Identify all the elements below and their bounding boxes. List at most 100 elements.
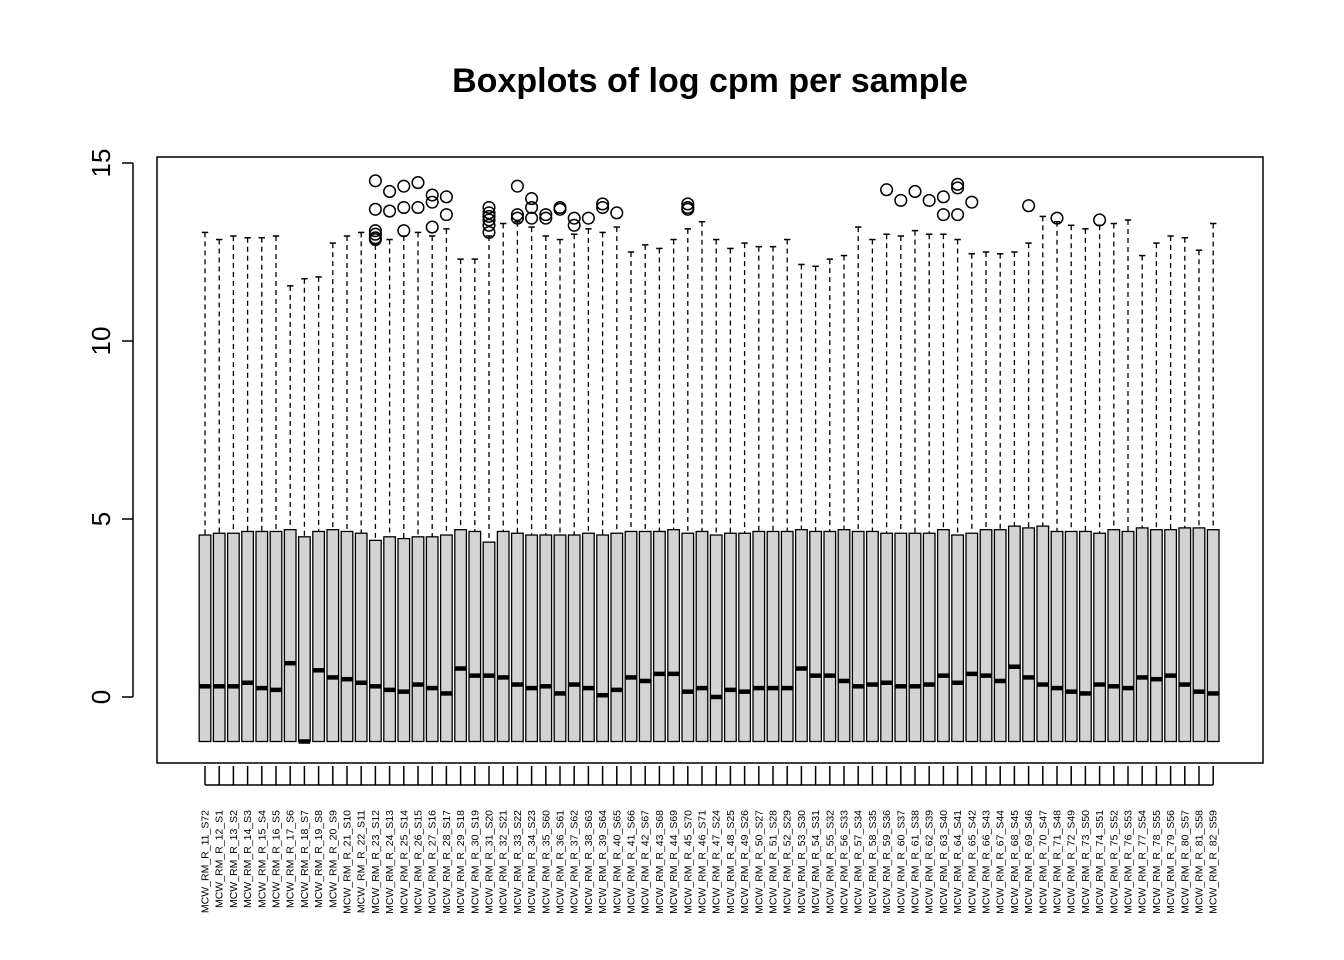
x-tick-label: MCW_RM_R_64_S41 [952,810,964,914]
sample-box-group [255,237,269,743]
sample-box-group [936,190,950,743]
outlier-point [368,224,382,238]
sample-box-group [354,231,368,743]
outlier-point [482,218,496,232]
x-tick-label: MCW_RM_R_11_S72 [200,810,212,913]
x-tick-label: MCW_RM_R_82_S59 [1208,810,1220,914]
iqr-box [1107,529,1121,743]
x-tick-label: MCW_RM_R_48_S25 [725,810,737,914]
x-tick-label: MCW_RM_R_31_S20 [484,810,496,914]
iqr-box [255,530,269,743]
x-tick-label: MCW_RM_R_52_S29 [782,810,794,914]
sample-box-group [482,200,496,743]
iqr-box [709,534,723,743]
iqr-box [965,532,979,743]
sample-box-group [766,245,780,743]
iqr-box [496,530,510,743]
sample-box-group [993,253,1007,743]
sample-box-group [709,238,723,743]
x-tick-label: MCW_RM_R_67_S44 [995,810,1007,914]
iqr-box [340,530,354,743]
iqr-box [809,530,823,743]
iqr-box [269,530,283,743]
x-tick-label: MCW_RM_R_15_S4 [256,810,268,908]
x-tick-label: MCW_RM_R_54_S31 [810,810,822,914]
iqr-box [624,530,638,743]
iqr-box [780,530,794,743]
x-tick-label: MCW_RM_R_39_S64 [597,810,609,914]
x-tick-label: MCW_RM_R_28_S17 [441,810,453,914]
sample-box-group [780,238,794,743]
iqr-box [1093,532,1107,743]
x-tick-label: MCW_RM_R_29_S18 [455,810,467,914]
x-tick-label: MCW_RM_R_17_S6 [285,810,297,908]
sample-box-group [297,277,311,744]
sample-box-group [1093,213,1107,743]
x-tick-label: MCW_RM_R_23_S12 [370,810,382,914]
iqr-box [283,529,297,743]
outlier-point [510,179,524,193]
iqr-box [397,537,411,743]
sample-box-group [1007,251,1021,743]
outlier-point [482,209,496,223]
x-tick-label: MCW_RM_R_13_S2 [228,810,240,908]
iqr-box [1178,527,1192,743]
iqr-box [936,529,950,743]
sample-box-group [439,190,453,743]
sample-box-group [212,238,226,743]
iqr-box [823,530,837,743]
iqr-box [226,532,240,743]
iqr-box [553,534,567,743]
sample-box-group [510,179,524,743]
sample-box-group [454,258,468,743]
iqr-box [1149,529,1163,743]
x-tick-label: MCW_RM_R_47_S24 [711,810,723,914]
sample-box-group [553,200,567,743]
sample-box-group [326,242,340,743]
sample-box-group [894,193,908,743]
sample-box-group [567,211,581,743]
x-tick-label: MCW_RM_R_73_S50 [1080,810,1092,914]
sample-box-group [340,235,354,743]
iqr-box [723,532,737,743]
x-tick-label: MCW_RM_R_51_S28 [768,810,780,914]
iqr-box [525,534,539,743]
iqr-box [368,539,382,743]
iqr-box [454,529,468,743]
iqr-box [1007,525,1021,743]
x-tick-label: MCW_RM_R_59_S36 [881,810,893,914]
y-tick-label: 5 [86,512,116,526]
outlier-point [951,177,965,191]
outlier-point [397,224,411,238]
outlier-point [397,200,411,215]
x-tick-label: MCW_RM_R_77_S54 [1137,810,1149,914]
outlier-point [1093,213,1107,227]
sample-box-group [610,206,624,743]
iqr-box [1050,530,1064,743]
outlier-point [681,202,695,216]
outlier-point [936,190,950,204]
iqr-box [979,529,993,743]
x-tick-label: MCW_RM_R_58_S35 [867,810,879,914]
outlier-point [482,213,496,227]
iqr-box [1022,527,1036,743]
iqr-box [1135,527,1149,743]
sample-box-group [1121,219,1135,743]
x-tick-label: MCW_RM_R_75_S52 [1108,810,1120,914]
iqr-box [198,534,212,743]
x-tick-label: MCW_RM_R_69_S46 [1023,810,1035,914]
sample-box-group [880,183,894,743]
outlier-point [567,211,581,225]
outlier-point [368,232,382,247]
x-tick-label: MCW_RM_R_72_S49 [1066,810,1078,914]
iqr-box [1192,527,1206,743]
iqr-box [894,532,908,743]
sample-box-group [1178,237,1192,743]
sample-box-group [979,251,993,743]
outlier-point [610,206,624,220]
x-tick-label: MCW_RM_R_25_S14 [398,810,410,914]
iqr-box [738,532,752,743]
outlier-point [411,176,425,190]
iqr-box [482,541,496,743]
sample-box-group [596,197,610,743]
